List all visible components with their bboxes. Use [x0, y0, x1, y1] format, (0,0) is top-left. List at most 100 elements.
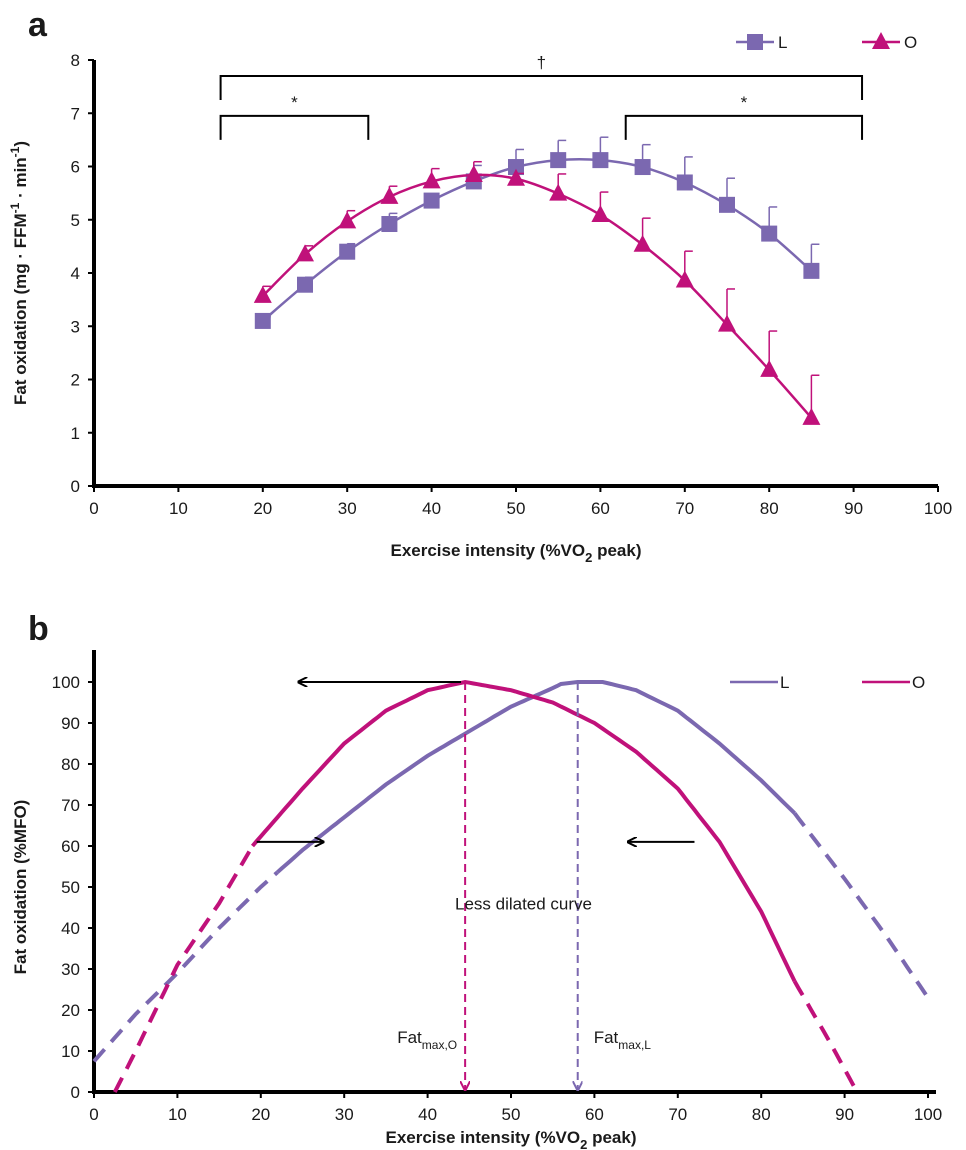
data-point-O: [507, 168, 525, 186]
data-point-L: [761, 225, 778, 242]
x-tick-label: 40: [422, 499, 441, 518]
y-tick-label: 50: [61, 878, 80, 897]
x-tick-label: 90: [835, 1105, 854, 1124]
curve-dashed-right-L: [792, 812, 930, 999]
curve-solid-L: [276, 680, 796, 874]
data-point-L: [423, 192, 440, 209]
legend-label-L: L: [780, 673, 789, 692]
data-point-O: [549, 183, 568, 201]
legend-label-O: O: [912, 673, 925, 692]
data-point-O: [338, 211, 357, 229]
legend-marker-O: [872, 32, 890, 49]
y-tick-label: 40: [61, 919, 80, 938]
legend-marker-L: [747, 34, 763, 50]
panel-a-y-axis-title: Fat oxidation (mg · FFM-1 · min-1): [8, 141, 30, 405]
data-point-L: [297, 276, 313, 293]
x-tick-label: 70: [675, 499, 694, 518]
data-point-L: [381, 216, 398, 233]
panel-b-axes: 0 10 20 30 40 50 60 70 80 90 100 0 10 20 30 40 50 60 70 80 9…: [52, 650, 942, 1124]
y-tick-label: 7: [71, 104, 80, 123]
significance-bracket: [219, 114, 370, 140]
panel-a-significance-brackets: † * *: [219, 53, 864, 140]
panel-b-x-axis-title: Exercise intensity (%VO2 peak): [385, 1128, 636, 1150]
x-tick-label: 100: [924, 499, 952, 518]
x-tick-label: 70: [668, 1105, 687, 1124]
x-tick-label: 50: [507, 499, 526, 518]
curve-dashed-right-O: [792, 980, 859, 1093]
y-tick-label: 0: [71, 477, 80, 496]
legend-label-O: O: [904, 33, 917, 52]
legend-label-L: L: [778, 33, 787, 52]
x-tick-label: 50: [502, 1105, 521, 1124]
data-point-O: [380, 186, 399, 204]
panel-b-series: [92, 679, 930, 1093]
panel-b-y-axis-title: Fat oxidation (%MFO): [11, 800, 30, 975]
data-point-L: [508, 159, 524, 176]
data-point-L: [634, 159, 651, 176]
y-tick-label: 80: [61, 755, 80, 774]
significance-label: *: [741, 93, 748, 112]
series-line-L: [261, 157, 813, 322]
y-tick-label: 5: [71, 211, 80, 230]
x-tick-label: 30: [335, 1105, 354, 1124]
y-tick-label: 60: [61, 837, 80, 856]
y-tick-label: 8: [71, 51, 80, 70]
y-tick-label: 2: [71, 371, 80, 390]
panel-a-label: a: [28, 6, 48, 44]
data-point-O: [422, 171, 441, 189]
y-tick-label: 4: [71, 264, 80, 283]
x-tick-label: 0: [89, 499, 98, 518]
curve-dashed-left-O: [113, 844, 255, 1093]
panel-b-annotations: Less dilated curve Fatmax,O Fatmax,L: [256, 682, 695, 1090]
y-tick-label: 30: [61, 960, 80, 979]
data-point-O: [296, 244, 314, 262]
less-dilated-curve-label: Less dilated curve: [455, 894, 592, 913]
data-point-L: [803, 262, 820, 279]
x-tick-label: 10: [168, 1105, 187, 1124]
x-tick-label: 10: [169, 499, 188, 518]
x-tick-label: 100: [914, 1105, 942, 1124]
significance-label: †: [537, 53, 546, 72]
y-tick-label: 100: [52, 673, 80, 692]
curve-dashed-left-L: [92, 870, 279, 1063]
x-tick-label: 80: [752, 1105, 771, 1124]
y-tick-label: 0: [71, 1083, 80, 1102]
significance-bracket: [219, 74, 864, 100]
x-tick-label: 80: [760, 499, 779, 518]
data-point-L: [339, 243, 356, 260]
y-tick-label: 6: [71, 158, 80, 177]
data-point-O: [253, 285, 272, 303]
data-point-O: [633, 234, 652, 252]
x-tick-label: 40: [418, 1105, 437, 1124]
x-tick-label: 20: [251, 1105, 270, 1124]
data-point-L: [592, 152, 609, 169]
data-point-O: [464, 165, 483, 183]
data-point-L: [676, 174, 693, 191]
curve-solid-O: [250, 679, 797, 983]
y-tick-label: 20: [61, 1001, 80, 1020]
panel-a-x-axis-title: Exercise intensity (%VO2 peak): [390, 541, 641, 565]
x-tick-label: 30: [338, 499, 357, 518]
data-point-O: [760, 359, 779, 377]
y-tick-label: 1: [71, 424, 80, 443]
data-point-L: [719, 196, 735, 213]
data-point-O: [675, 270, 694, 288]
panel-b-label: b: [28, 610, 49, 648]
data-point-L: [254, 312, 271, 329]
fatmax-l-label: Fatmax,L: [594, 1028, 652, 1052]
x-tick-label: 60: [585, 1105, 604, 1124]
x-tick-label: 0: [89, 1105, 98, 1124]
panel-b-chart: b 0 10 20 30 40 50 60 70 80 90 100 0 10 20 30 40 50 60 70 8…: [11, 610, 942, 1150]
data-point-O: [718, 314, 736, 332]
data-point-O: [591, 204, 610, 222]
panel-a-series: [253, 136, 821, 425]
x-tick-label: 90: [844, 499, 863, 518]
data-point-O: [802, 407, 821, 425]
y-tick-label: 10: [61, 1042, 80, 1061]
significance-bracket: [624, 114, 864, 140]
